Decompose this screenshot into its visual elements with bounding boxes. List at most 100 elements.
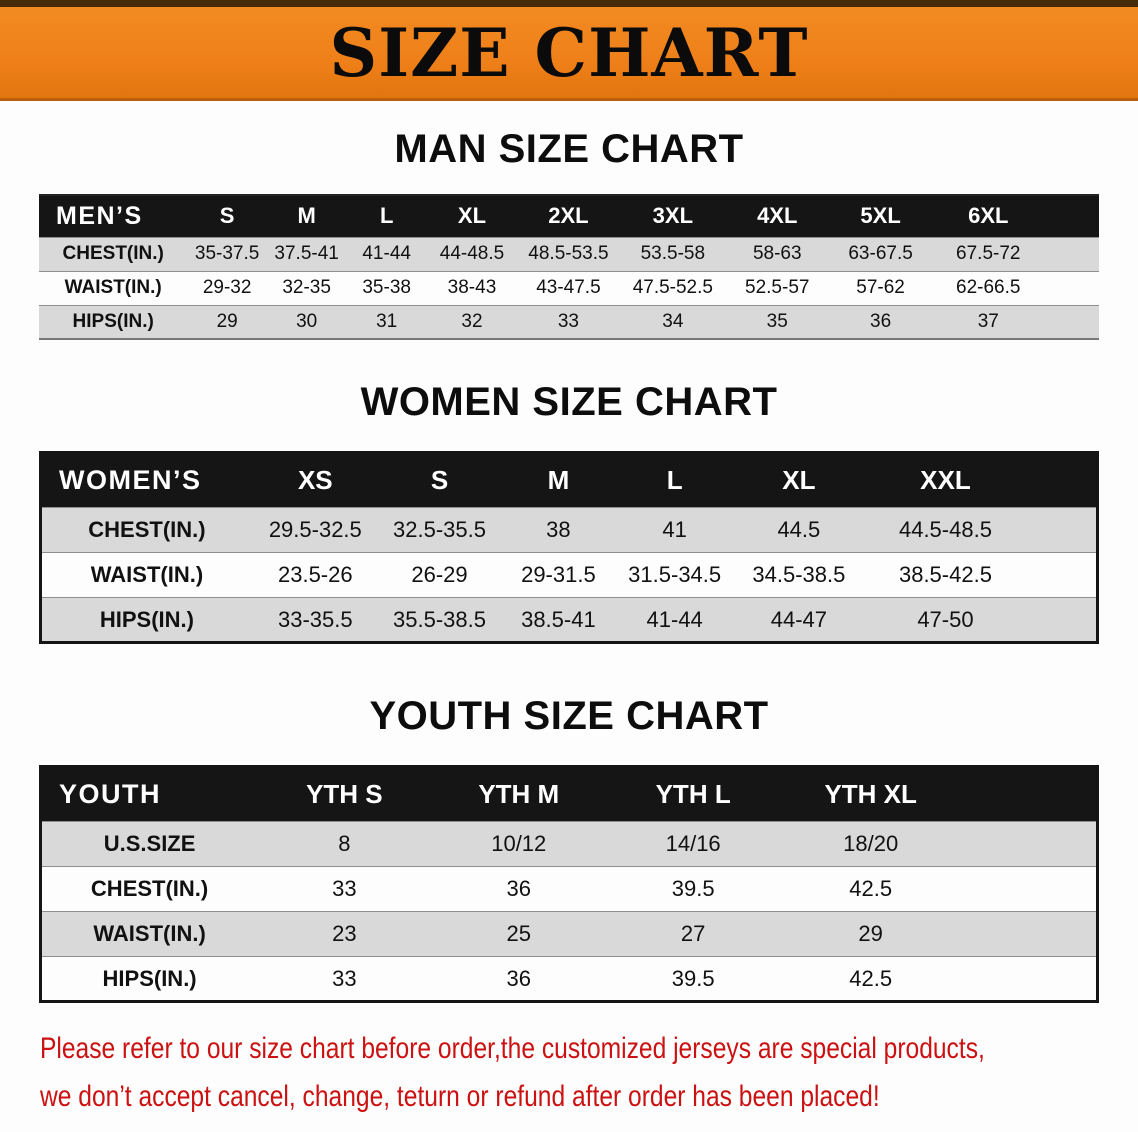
youth-table-label: YOUTH bbox=[40, 766, 258, 822]
size-value: 36 bbox=[828, 304, 933, 339]
size-value: 44.5-48.5 bbox=[864, 507, 1098, 553]
size-value: 30 bbox=[266, 304, 347, 339]
women-table-label: WOMEN’S bbox=[40, 452, 252, 508]
women-chest-row: CHEST(IN.) 29.5-32.5 32.5-35.5 38 41 44.… bbox=[40, 507, 1098, 553]
size-value: 29.5-32.5 bbox=[251, 507, 379, 553]
youth-section-heading: YOUTH SIZE CHART bbox=[369, 694, 769, 738]
size-value: 42.5 bbox=[780, 866, 1098, 912]
youth-header-row: YOUTH YTH S YTH M YTH L YTH XL bbox=[40, 766, 1098, 822]
size-value: 32-35 bbox=[266, 270, 347, 305]
size-value: 32 bbox=[426, 304, 518, 339]
size-value: 37 bbox=[932, 304, 1099, 339]
order-notice-line2: we don’t accept cancel, change, teturn o… bbox=[40, 1080, 880, 1113]
size-value: 18/20 bbox=[780, 821, 1098, 867]
men-waist-row: WAIST(IN.) 29-32 32-35 35-38 38-43 43-47… bbox=[39, 270, 1099, 305]
size-value: 36 bbox=[431, 956, 606, 1002]
youth-col-header: YTH M bbox=[431, 766, 606, 822]
size-value: 38.5-42.5 bbox=[864, 552, 1098, 598]
men-chest-row: CHEST(IN.) 35-37.5 37.5-41 41-44 44-48.5… bbox=[39, 236, 1099, 271]
youth-chest-row: CHEST(IN.) 33 36 39.5 42.5 bbox=[40, 866, 1098, 912]
men-col-header: S bbox=[187, 195, 267, 237]
order-notice: Please refer to our size chart before or… bbox=[0, 1003, 1138, 1121]
women-col-header: XXL bbox=[864, 452, 1098, 508]
size-value: 41 bbox=[616, 507, 733, 553]
banner: SIZE CHART bbox=[0, 0, 1138, 101]
youth-section: YOUTH SIZE CHART YOUTH YTH S YTH M YTH L… bbox=[0, 694, 1138, 1003]
men-header-row: MEN’S S M L XL 2XL 3XL 4XL 5XL 6XL bbox=[39, 195, 1099, 237]
size-value: 32.5-35.5 bbox=[378, 507, 501, 553]
youth-col-header: YTH L bbox=[605, 766, 781, 822]
size-value: 23.5-26 bbox=[251, 552, 379, 598]
women-section: WOMEN SIZE CHART WOMEN’S XS S M L XL XXL bbox=[0, 380, 1138, 644]
women-col-header: XL bbox=[732, 452, 865, 508]
size-value: 53.5-58 bbox=[619, 236, 726, 271]
order-notice-line1: Please refer to our size chart before or… bbox=[40, 1032, 985, 1065]
size-value: 58-63 bbox=[725, 236, 829, 271]
size-value: 35-37.5 bbox=[187, 236, 267, 271]
size-value: 29-32 bbox=[187, 270, 267, 305]
women-section-heading: WOMEN SIZE CHART bbox=[360, 380, 778, 424]
men-col-header: 6XL bbox=[932, 195, 1099, 237]
women-col-header: XS bbox=[251, 452, 379, 508]
size-value: 23 bbox=[257, 911, 432, 957]
size-value: 14/16 bbox=[605, 821, 781, 867]
size-value: 67.5-72 bbox=[932, 236, 1099, 271]
youth-hips-row: HIPS(IN.) 33 36 39.5 42.5 bbox=[40, 956, 1098, 1002]
row-label: WAIST(IN.) bbox=[40, 552, 252, 598]
size-value: 25 bbox=[431, 911, 606, 957]
size-value: 8 bbox=[257, 821, 432, 867]
size-value: 47.5-52.5 bbox=[619, 270, 726, 305]
row-label: CHEST(IN.) bbox=[40, 866, 258, 912]
size-value: 26-29 bbox=[378, 552, 501, 598]
size-value: 29-31.5 bbox=[500, 552, 617, 598]
row-label: WAIST(IN.) bbox=[39, 270, 188, 305]
men-size-table: MEN’S S M L XL 2XL 3XL 4XL 5XL 6XL CHEST… bbox=[39, 194, 1099, 340]
men-col-header: 4XL bbox=[725, 195, 829, 237]
size-value: 38-43 bbox=[426, 270, 518, 305]
size-value: 33 bbox=[257, 866, 432, 912]
size-value: 41-44 bbox=[616, 597, 733, 643]
size-value: 35.5-38.5 bbox=[378, 597, 501, 643]
size-value: 39.5 bbox=[605, 956, 781, 1002]
row-label: U.S.SIZE bbox=[40, 821, 258, 867]
size-value: 42.5 bbox=[780, 956, 1098, 1002]
size-value: 31 bbox=[346, 304, 427, 339]
size-value: 37.5-41 bbox=[266, 236, 347, 271]
size-value: 38.5-41 bbox=[500, 597, 617, 643]
page-title: SIZE CHART bbox=[329, 13, 809, 92]
men-section-heading: MAN SIZE CHART bbox=[394, 127, 744, 171]
row-label: CHEST(IN.) bbox=[40, 507, 252, 553]
size-value: 44-47 bbox=[732, 597, 865, 643]
size-value: 41-44 bbox=[346, 236, 427, 271]
row-label: HIPS(IN.) bbox=[40, 597, 252, 643]
youth-col-header: YTH XL bbox=[780, 766, 1098, 822]
size-value: 29 bbox=[780, 911, 1098, 957]
women-waist-row: WAIST(IN.) 23.5-26 26-29 29-31.5 31.5-34… bbox=[40, 552, 1098, 598]
size-value: 34 bbox=[619, 304, 726, 339]
men-col-header: 5XL bbox=[828, 195, 933, 237]
youth-waist-row: WAIST(IN.) 23 25 27 29 bbox=[40, 911, 1098, 957]
women-size-table: WOMEN’S XS S M L XL XXL CHEST(IN.) 29.5-… bbox=[39, 451, 1099, 644]
row-label: HIPS(IN.) bbox=[39, 304, 188, 339]
size-value: 35-38 bbox=[346, 270, 427, 305]
size-value: 33 bbox=[257, 956, 432, 1002]
row-label: CHEST(IN.) bbox=[39, 236, 188, 271]
size-value: 63-67.5 bbox=[828, 236, 933, 271]
size-value: 39.5 bbox=[605, 866, 781, 912]
size-value: 44.5 bbox=[732, 507, 865, 553]
youth-ussize-row: U.S.SIZE 8 10/12 14/16 18/20 bbox=[40, 821, 1098, 867]
men-col-header: XL bbox=[426, 195, 518, 237]
size-value: 52.5-57 bbox=[725, 270, 829, 305]
men-col-header: 2XL bbox=[517, 195, 620, 237]
women-col-header: S bbox=[378, 452, 501, 508]
men-section: MAN SIZE CHART MEN’S S M L XL 2XL 3XL 4X… bbox=[0, 127, 1138, 340]
row-label: WAIST(IN.) bbox=[40, 911, 258, 957]
women-col-header: L bbox=[616, 452, 733, 508]
size-value: 27 bbox=[605, 911, 781, 957]
men-col-header: M bbox=[266, 195, 347, 237]
size-value: 10/12 bbox=[431, 821, 606, 867]
size-value: 62-66.5 bbox=[932, 270, 1099, 305]
size-value: 35 bbox=[725, 304, 829, 339]
men-table-label: MEN’S bbox=[39, 195, 188, 237]
